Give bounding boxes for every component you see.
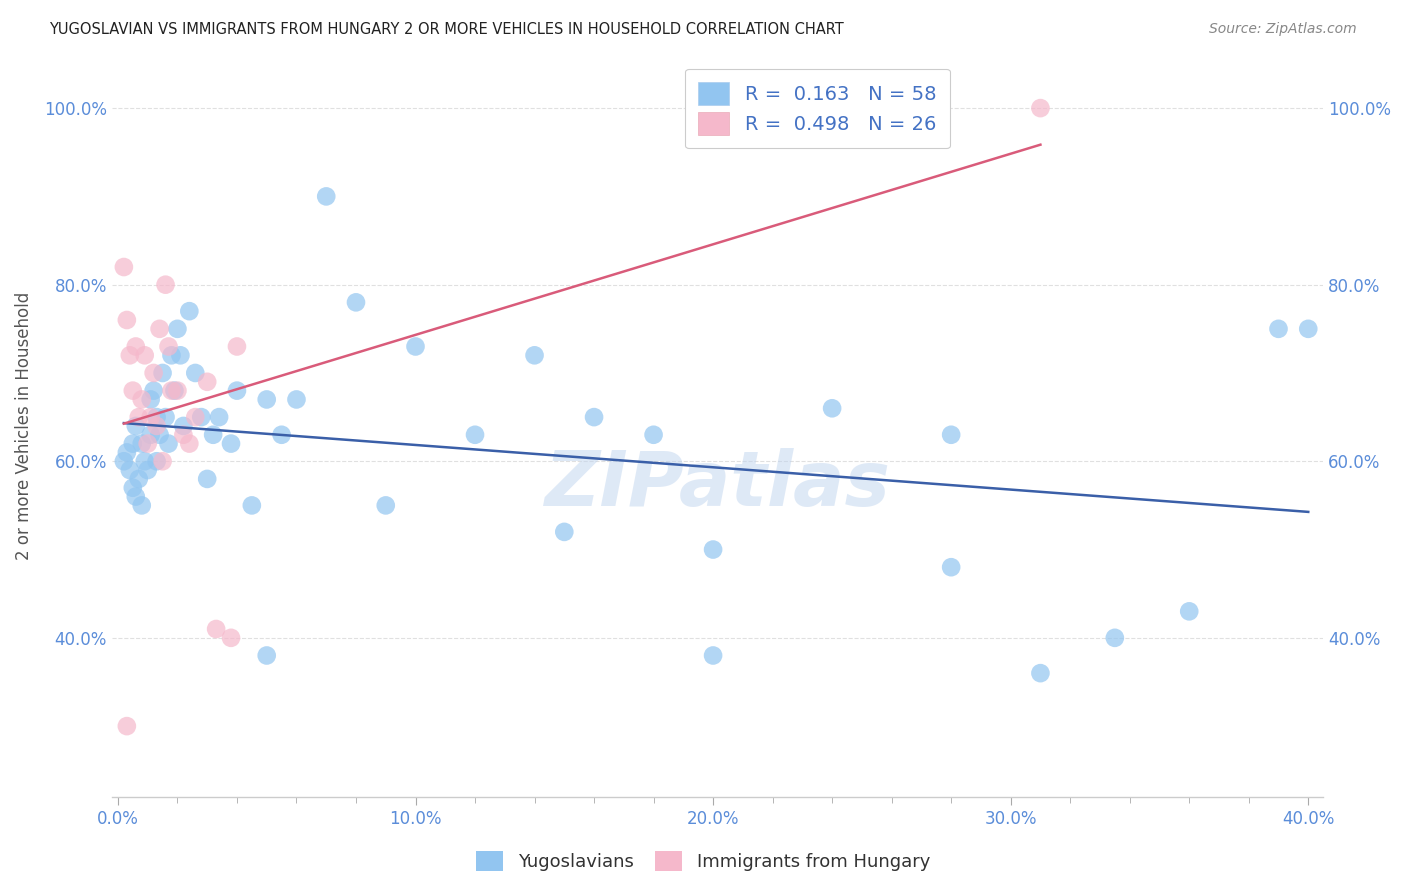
Point [112, 454, 135, 468]
Point [157, 339, 180, 353]
Point [142, 366, 165, 380]
Point [195, 472, 218, 486]
Point [226, 339, 249, 353]
Point [128, 472, 150, 486]
Point [208, 410, 231, 425]
Point [172, 419, 194, 434]
Point [149, 322, 172, 336]
Point [315, 189, 337, 203]
Point [202, 427, 225, 442]
Legend: R =  0.163   N = 58, R =  0.498   N = 26: R = 0.163 N = 58, R = 0.498 N = 26 [685, 69, 950, 148]
Point [163, 384, 186, 398]
Point [1267, 322, 1289, 336]
Legend: Yugoslavians, Immigrants from Hungary: Yugoslavians, Immigrants from Hungary [468, 844, 938, 879]
Point [1178, 604, 1201, 618]
Point [172, 427, 194, 442]
Point [179, 304, 201, 318]
Point [139, 392, 162, 407]
Point [125, 419, 148, 434]
Point [285, 392, 308, 407]
Point [152, 454, 174, 468]
Point [190, 410, 212, 425]
Point [1296, 322, 1319, 336]
Point [583, 410, 606, 425]
Point [115, 313, 138, 327]
Point [131, 392, 153, 407]
Point [142, 384, 165, 398]
Point [145, 454, 167, 468]
Point [205, 622, 228, 636]
Point [939, 427, 962, 442]
Point [166, 322, 188, 336]
Point [184, 410, 207, 425]
Point [131, 499, 153, 513]
Point [115, 719, 138, 733]
Point [139, 427, 162, 442]
Point [121, 436, 143, 450]
Point [702, 542, 724, 557]
Point [128, 410, 150, 425]
Point [166, 384, 188, 398]
Point [134, 454, 156, 468]
Point [136, 463, 159, 477]
Point [145, 419, 167, 434]
Point [405, 339, 427, 353]
Text: Source: ZipAtlas.com: Source: ZipAtlas.com [1209, 22, 1357, 37]
Point [256, 392, 278, 407]
Point [553, 524, 575, 539]
Point [115, 445, 138, 459]
Point [157, 436, 180, 450]
Point [145, 410, 167, 425]
Point [149, 427, 172, 442]
Point [643, 427, 665, 442]
Point [464, 427, 486, 442]
Point [125, 339, 148, 353]
Point [226, 384, 249, 398]
Point [160, 348, 183, 362]
Point [270, 427, 292, 442]
Point [821, 401, 844, 416]
Point [523, 348, 546, 362]
Point [136, 436, 159, 450]
Point [131, 436, 153, 450]
Point [169, 348, 191, 362]
Point [256, 648, 278, 663]
Point [1104, 631, 1126, 645]
Point [374, 499, 396, 513]
Point [121, 384, 143, 398]
Point [702, 648, 724, 663]
Point [118, 348, 141, 362]
Point [134, 348, 156, 362]
Point [118, 463, 141, 477]
Point [195, 375, 218, 389]
Point [179, 436, 201, 450]
Point [125, 490, 148, 504]
Point [112, 260, 135, 274]
Point [1029, 666, 1052, 681]
Point [939, 560, 962, 574]
Point [121, 481, 143, 495]
Point [219, 631, 242, 645]
Y-axis label: 2 or more Vehicles in Household: 2 or more Vehicles in Household [15, 292, 32, 560]
Text: YUGOSLAVIAN VS IMMIGRANTS FROM HUNGARY 2 OR MORE VEHICLES IN HOUSEHOLD CORRELATI: YUGOSLAVIAN VS IMMIGRANTS FROM HUNGARY 2… [49, 22, 844, 37]
Point [139, 410, 162, 425]
Point [160, 384, 183, 398]
Point [184, 366, 207, 380]
Point [152, 366, 174, 380]
Point [155, 277, 177, 292]
Point [219, 436, 242, 450]
Point [1029, 101, 1052, 115]
Point [344, 295, 367, 310]
Text: ZIPatlas: ZIPatlas [544, 449, 890, 523]
Point [240, 499, 263, 513]
Point [155, 410, 177, 425]
